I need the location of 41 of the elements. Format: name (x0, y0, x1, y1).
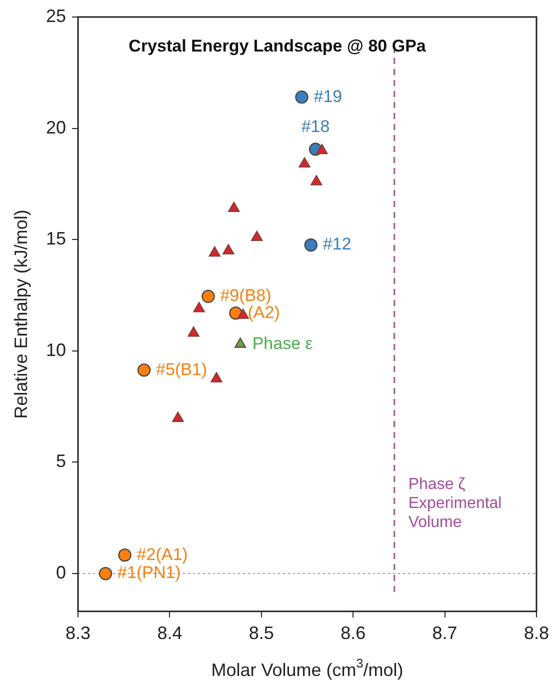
point (208, 246, 220, 257)
point (172, 412, 184, 422)
point (118, 548, 132, 562)
point (210, 372, 222, 382)
annotation: Phase ε (252, 334, 314, 353)
annotation: #5(B1) (156, 360, 208, 379)
annotation: #19 (314, 86, 342, 106)
point (316, 144, 328, 154)
y-axis-title: Relative Enthalpy (kJ/mol) (10, 210, 31, 419)
x-tick-label: 8.5 (248, 623, 274, 644)
y-tick-label: 5 (56, 451, 66, 472)
y-tick-label: 25 (46, 6, 66, 26)
x-tick-label: 8.4 (157, 623, 182, 644)
point (234, 338, 246, 348)
point (222, 244, 234, 254)
point (237, 308, 249, 319)
x-tick-label: 8.3 (66, 623, 91, 644)
point (304, 238, 318, 252)
y-tick-label: 10 (46, 340, 66, 360)
point (298, 157, 310, 168)
annotation: #9(B8) (220, 286, 272, 306)
point (228, 202, 240, 212)
y-tick-label: 0 (56, 562, 66, 583)
text: Crystal Energy Landscape @ 80 GPa (128, 36, 426, 56)
annotation: #1(PN1) (118, 563, 181, 582)
x-tick-label: 8.7 (432, 623, 458, 644)
x-tick-label: 8.6 (340, 623, 366, 644)
y-tick-label: 20 (46, 117, 66, 138)
point (98, 566, 112, 580)
annotation: #12 (322, 234, 352, 254)
x-tick-label: 8.8 (524, 623, 550, 644)
y-tick-label: 15 (46, 228, 66, 249)
point (188, 326, 200, 337)
point (310, 175, 322, 186)
annotation: #2(A1) (136, 544, 188, 564)
annotation: #18 (301, 116, 330, 136)
point (251, 230, 263, 241)
point (137, 363, 151, 377)
point (193, 302, 205, 312)
point (202, 290, 215, 303)
ref-line-label: Phase ζ Experimental Volume (408, 476, 502, 531)
